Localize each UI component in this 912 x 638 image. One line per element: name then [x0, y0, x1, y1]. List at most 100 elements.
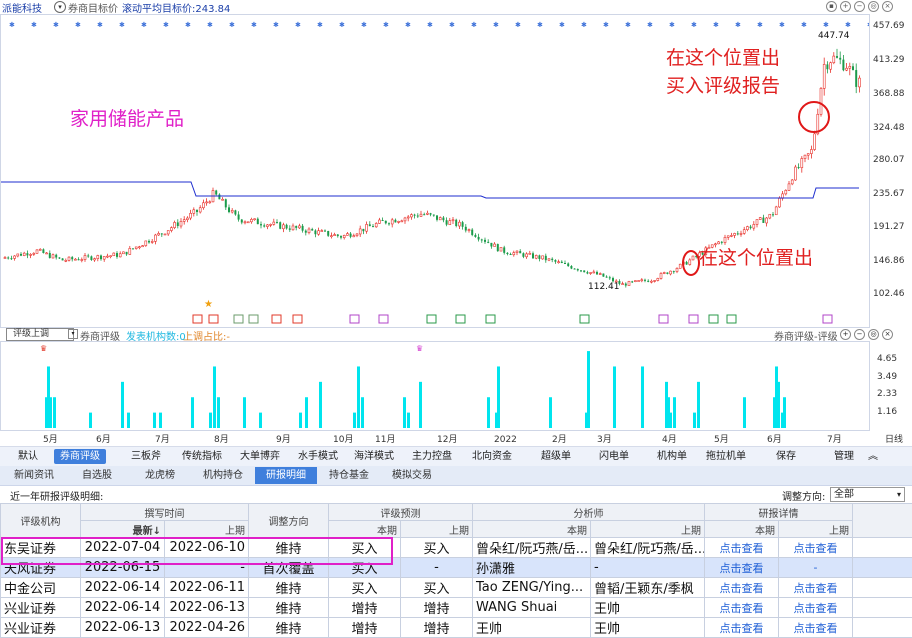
info-tab[interactable]: 自选股 — [66, 467, 128, 484]
chevron-down-icon[interactable]: ▾ — [68, 329, 78, 339]
detail-last-link[interactable]: 点击查看 — [779, 538, 853, 558]
candle — [68, 256, 70, 261]
square-icon[interactable]: ▪ — [826, 1, 837, 12]
dropdown-icon[interactable]: ▾ — [54, 1, 66, 13]
candle — [849, 63, 851, 76]
function-tab[interactable]: 券商评级 — [54, 449, 106, 464]
function-tab[interactable]: 传统指标 — [176, 449, 228, 464]
detail-last-link[interactable]: 点击查看 — [779, 598, 853, 618]
candle — [298, 224, 300, 229]
svg-text:✱: ✱ — [163, 21, 169, 29]
direction-select[interactable]: 全部 ▾ — [830, 487, 905, 502]
header-org[interactable]: 评级机构 — [1, 504, 81, 538]
info-tab[interactable]: 新闻资讯 — [3, 467, 65, 484]
function-tab[interactable]: 保存 — [760, 449, 812, 464]
rating-current-cell: 增持 — [329, 618, 401, 638]
event-marker[interactable] — [249, 315, 258, 323]
function-tab[interactable]: 默认 — [2, 449, 54, 464]
info-tab[interactable]: 持仓基金 — [318, 467, 380, 484]
plus-icon[interactable]: + — [840, 1, 851, 12]
event-marker[interactable] — [486, 315, 495, 323]
function-tab[interactable]: 北向资金 — [466, 449, 518, 464]
event-marker[interactable] — [659, 315, 668, 323]
price-tick: 191.27 — [873, 222, 905, 232]
event-marker[interactable] — [580, 315, 589, 323]
event-marker[interactable] — [427, 315, 436, 323]
settings-icon[interactable]: ◎ — [868, 1, 879, 12]
event-marker[interactable] — [293, 315, 302, 323]
header-analyst-last[interactable]: 上期 — [591, 521, 705, 538]
spacer-cell — [853, 558, 912, 578]
plus-icon[interactable]: + — [840, 329, 851, 340]
detail-current-link[interactable]: 点击查看 — [705, 618, 779, 638]
info-tab[interactable]: 机构持仓 — [192, 467, 254, 484]
detail-current-link[interactable]: 点击查看 — [705, 578, 779, 598]
event-marker[interactable] — [456, 315, 465, 323]
event-marker[interactable] — [379, 315, 388, 323]
event-marker[interactable] — [193, 315, 202, 323]
function-tab[interactable]: 拖拉机单 — [700, 449, 752, 464]
info-tab[interactable]: 研报明细 — [255, 467, 317, 484]
info-tab[interactable]: 龙虎榜 — [129, 467, 191, 484]
event-marker[interactable] — [234, 315, 243, 323]
settings-icon[interactable]: ◎ — [868, 329, 879, 340]
function-tab[interactable]: 主力控盘 — [406, 449, 458, 464]
header-rating-current[interactable]: 本期 — [329, 521, 401, 538]
candle — [798, 163, 800, 169]
minus-icon[interactable]: − — [854, 329, 865, 340]
header-prev[interactable]: 上期 — [165, 521, 249, 538]
detail-last-link[interactable]: 点击查看 — [779, 618, 853, 638]
function-tab[interactable]: 水手模式 — [292, 449, 344, 464]
rating-bar-chart[interactable]: ♛♛ — [0, 341, 870, 431]
candle — [71, 256, 73, 262]
function-tab[interactable]: 大单博弈 — [234, 449, 286, 464]
event-marker[interactable] — [709, 315, 718, 323]
detail-current-link[interactable]: 点击查看 — [705, 538, 779, 558]
info-tab[interactable]: 模拟交易 — [381, 467, 443, 484]
close-icon[interactable]: × — [882, 1, 893, 12]
candle — [106, 254, 108, 258]
candle — [497, 244, 499, 252]
period-label[interactable]: 日线 — [885, 433, 903, 445]
detail-current-link[interactable]: 点击查看 — [705, 558, 779, 578]
highlight-circle-low — [682, 250, 700, 276]
function-tab[interactable]: 机构单 — [646, 449, 698, 464]
stock-name[interactable]: 派能科技 — [2, 0, 42, 15]
event-marker[interactable] — [727, 315, 736, 323]
close-icon[interactable]: × — [882, 329, 893, 340]
candle — [503, 246, 505, 255]
event-marker[interactable] — [350, 315, 359, 323]
header-direction[interactable]: 调整方向 — [249, 504, 329, 538]
rating-bar — [487, 397, 490, 428]
header-detail-last[interactable]: 上期 — [779, 521, 853, 538]
function-tab[interactable]: 海洋模式 — [348, 449, 400, 464]
rating-current-cell: 增持 — [329, 598, 401, 618]
table-toolbar: 近一年研报评级明细: 调整方向: 全部 ▾ — [0, 487, 912, 503]
detail-current-link[interactable]: 点击查看 — [705, 598, 779, 618]
collapse-icon[interactable]: ︽ — [866, 449, 880, 464]
header-detail-current[interactable]: 本期 — [705, 521, 779, 538]
function-tab[interactable]: 三板斧 — [120, 449, 172, 464]
event-marker[interactable] — [272, 315, 281, 323]
header-latest[interactable]: 最新↓ — [81, 521, 165, 538]
candle — [737, 231, 739, 235]
rating-change-select[interactable]: 评级上调 — [6, 328, 74, 341]
function-tab[interactable]: 超级单 — [530, 449, 582, 464]
svg-text:✱: ✱ — [823, 21, 829, 29]
function-tab[interactable]: 闪电单 — [588, 449, 640, 464]
candle — [647, 279, 649, 282]
event-marker[interactable] — [823, 315, 832, 323]
detail-last-link[interactable]: - — [779, 558, 853, 578]
rating-bar — [159, 413, 162, 428]
header-analyst-current[interactable]: 本期 — [473, 521, 591, 538]
header-spacer — [853, 504, 912, 538]
event-marker[interactable] — [209, 315, 218, 323]
event-marker[interactable] — [689, 315, 698, 323]
function-tab[interactable]: 管理 — [818, 449, 870, 464]
header-rating-last[interactable]: 上期 — [401, 521, 473, 538]
minus-icon[interactable]: − — [854, 1, 865, 12]
detail-last-link[interactable]: 点击查看 — [779, 578, 853, 598]
